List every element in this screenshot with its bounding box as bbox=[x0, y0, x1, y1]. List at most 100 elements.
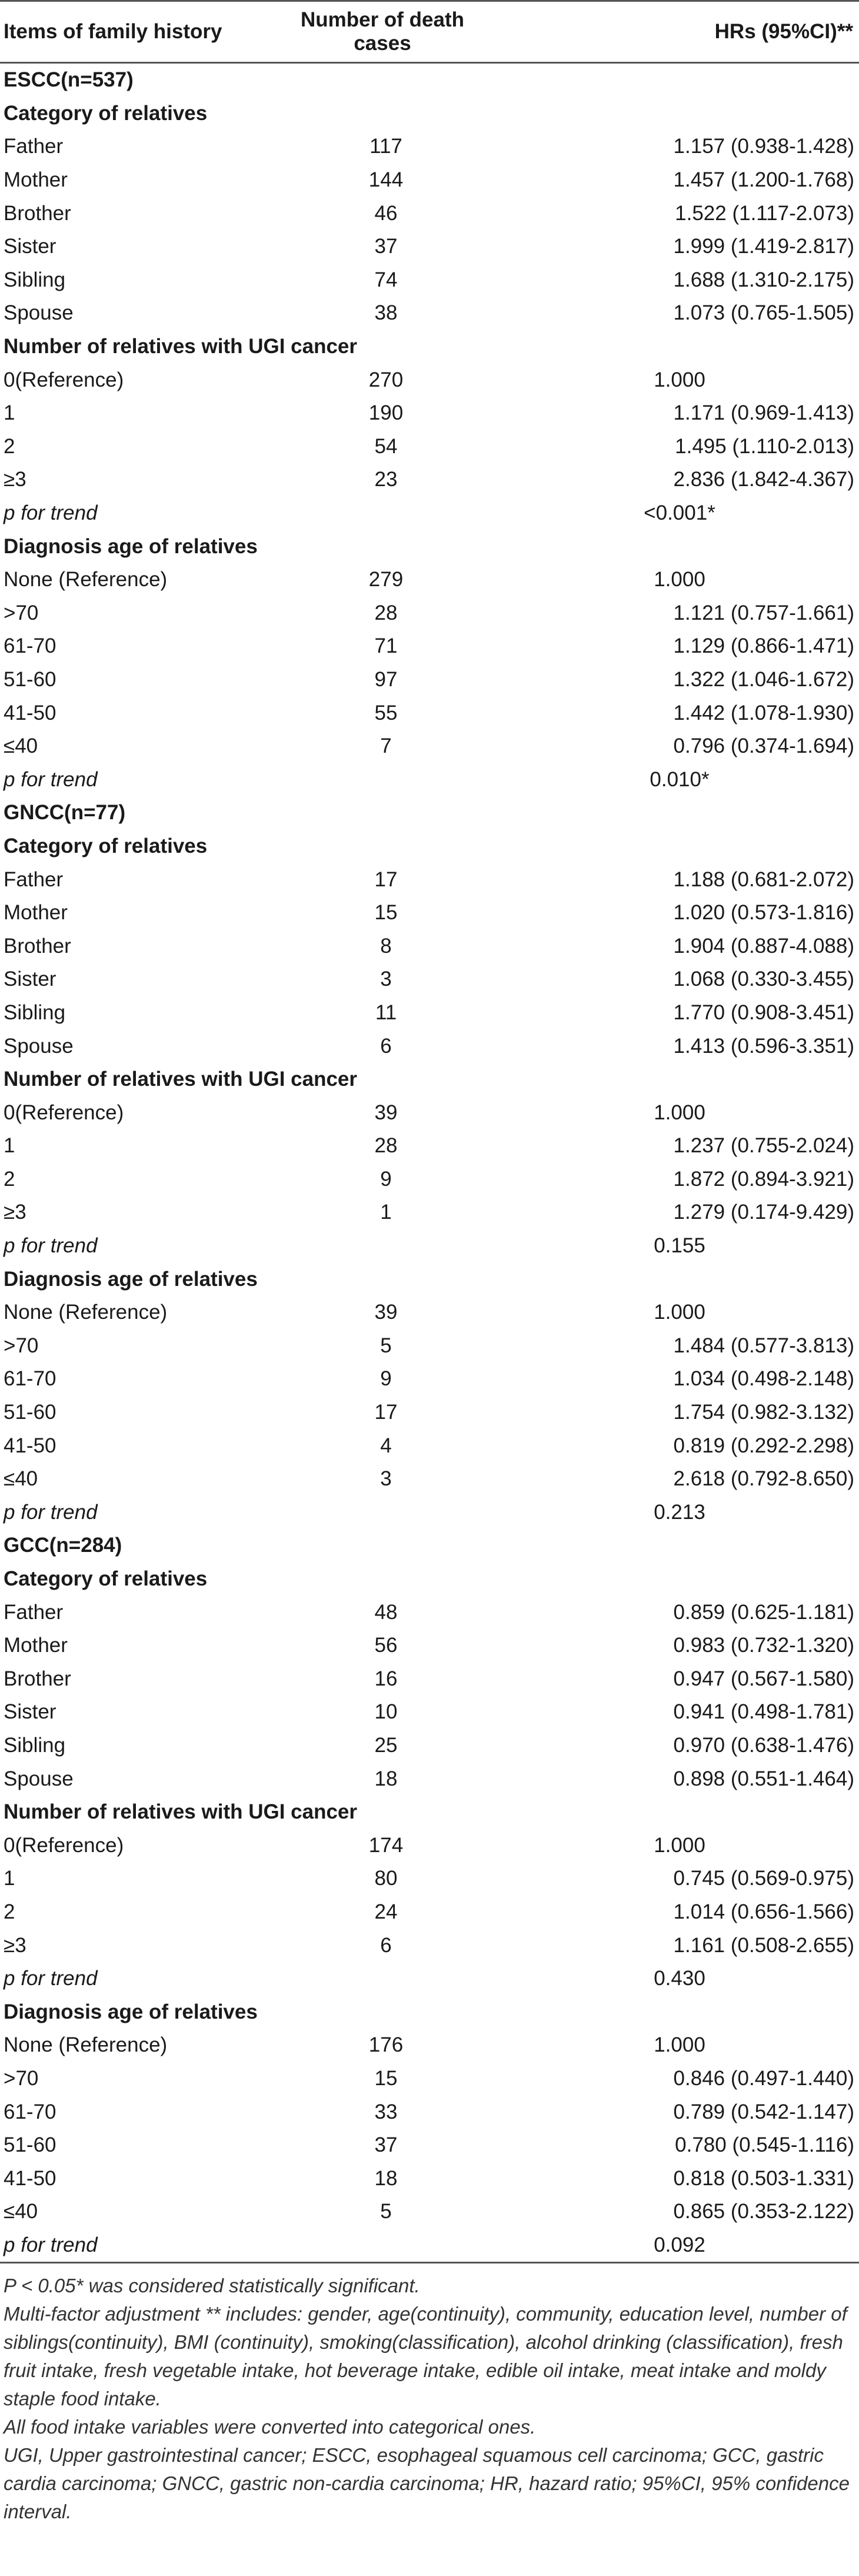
group-title: Number of relatives with UGI cancer bbox=[4, 335, 358, 358]
footnotes: P < 0.05* was considered statistically s… bbox=[0, 2263, 859, 2526]
hazard-ratio: 0.780 (0.545-1.116) bbox=[675, 2133, 854, 2157]
death-case-count: 10 bbox=[374, 1700, 398, 1724]
table-row: Father 117 1.157 (0.938-1.428) bbox=[0, 130, 859, 164]
hazard-ratio: 1.000 bbox=[654, 568, 705, 591]
table-row: p for trend 0.010* bbox=[0, 763, 859, 796]
hazard-ratio: 0.947 (0.567-1.580) bbox=[673, 1667, 854, 1690]
row-label: p for trend bbox=[4, 1967, 98, 1990]
table-row: Sister 37 1.999 (1.419-2.817) bbox=[0, 230, 859, 264]
death-case-count: 1 bbox=[380, 1201, 392, 1224]
group-title: Number of relatives with UGI cancer bbox=[4, 1800, 358, 1824]
death-case-count: 279 bbox=[368, 568, 404, 591]
hazard-ratio: 1.161 (0.508-2.655) bbox=[673, 1933, 854, 1957]
table-row: 51-60 17 1.754 (0.982-3.132) bbox=[0, 1396, 859, 1430]
row-label: p for trend bbox=[0, 2228, 271, 2264]
row-label: 41-50 bbox=[4, 701, 56, 724]
row-label: Sister bbox=[4, 235, 56, 258]
hazard-ratio: 1.904 (0.887-4.088) bbox=[673, 934, 854, 958]
row-label: Father bbox=[4, 867, 64, 891]
hazard-ratio: 1.442 (1.078-1.930) bbox=[673, 701, 854, 724]
hazard-ratio: 1.000 bbox=[654, 1101, 705, 1124]
death-case-count: 33 bbox=[374, 2100, 398, 2123]
table-row: 0(Reference) 270 1.000 bbox=[0, 363, 859, 397]
row-label: 61-70 bbox=[4, 1367, 56, 1391]
group-row: Category of relatives bbox=[0, 830, 859, 863]
hazard-ratio: 1.279 (0.174-9.429) bbox=[673, 1201, 854, 1224]
hazard-ratio: 1.413 (0.596-3.351) bbox=[673, 1034, 854, 1058]
row-label: 0(Reference) bbox=[4, 368, 124, 391]
table-row: Brother 8 1.904 (0.887-4.088) bbox=[0, 929, 859, 963]
row-label: 2 bbox=[4, 1167, 15, 1191]
group-row: Diagnosis age of relatives bbox=[0, 1995, 859, 2029]
table-row: p for trend <0.001* bbox=[0, 497, 859, 530]
footnote: Multi-factor adjustment ** includes: gen… bbox=[4, 2303, 847, 2410]
row-label: Brother bbox=[4, 1667, 71, 1690]
group-row: Number of relatives with UGI cancer bbox=[0, 1796, 859, 1829]
death-case-count: 15 bbox=[374, 2066, 398, 2090]
row-label: p for trend bbox=[4, 767, 98, 791]
hazard-ratio: 0.745 (0.569-0.975) bbox=[673, 1867, 854, 1890]
hazard-ratio: 1.522 (1.117-2.073) bbox=[675, 201, 854, 225]
table-row: Sister 3 1.068 (0.330-3.455) bbox=[0, 963, 859, 996]
row-label: 61-70 bbox=[4, 2100, 56, 2123]
death-case-count: 54 bbox=[374, 434, 398, 458]
row-label: 41-50 bbox=[4, 1434, 56, 1457]
row-label: Sibling bbox=[4, 268, 66, 291]
table-row: 0(Reference) 39 1.000 bbox=[0, 1096, 859, 1129]
group-title: Category of relatives bbox=[4, 834, 208, 857]
hazard-ratio: 1.068 (0.330-3.455) bbox=[673, 968, 854, 991]
death-case-count: 9 bbox=[380, 1367, 392, 1391]
death-case-count: 38 bbox=[374, 301, 398, 325]
table-row: 1 190 1.171 (0.969-1.413) bbox=[0, 397, 859, 430]
death-case-count: 3 bbox=[380, 1467, 392, 1491]
death-case-count: 16 bbox=[374, 1667, 398, 1690]
death-case-count: 37 bbox=[374, 235, 398, 258]
death-case-count bbox=[271, 1496, 494, 1530]
death-case-count: 6 bbox=[380, 1933, 392, 1957]
hazard-ratio: 1.171 (0.969-1.413) bbox=[673, 401, 854, 425]
hazard-ratio: 1.188 (0.681-2.072) bbox=[673, 867, 854, 891]
table-row: 0(Reference) 174 1.000 bbox=[0, 1829, 859, 1862]
table-row: None (Reference) 39 1.000 bbox=[0, 1296, 859, 1329]
row-label: Sibling bbox=[4, 1733, 66, 1757]
table-row: 41-50 4 0.819 (0.292-2.298) bbox=[0, 1429, 859, 1462]
death-case-count: 56 bbox=[374, 1634, 398, 1657]
death-case-count: 144 bbox=[368, 168, 404, 192]
group-title: Diagnosis age of relatives bbox=[4, 2000, 258, 2023]
section-title: GCC(n=284) bbox=[4, 1534, 122, 1557]
row-label: 51-60 bbox=[4, 667, 56, 691]
hazard-ratio: 0.819 (0.292-2.298) bbox=[673, 1434, 854, 1457]
table-row: ≤40 5 0.865 (0.353-2.122) bbox=[0, 2195, 859, 2229]
hazard-ratio: 0.430 bbox=[654, 1967, 705, 1990]
section-title: ESCC(n=537) bbox=[4, 68, 134, 92]
row-label: 2 bbox=[4, 1900, 15, 1923]
death-case-count: 74 bbox=[374, 268, 398, 291]
row-label: >70 bbox=[4, 2066, 39, 2090]
row-label: ≤40 bbox=[4, 1467, 38, 1491]
row-label: >70 bbox=[4, 1334, 39, 1357]
table-row: p for trend 0.092 bbox=[0, 2228, 859, 2264]
hazard-ratio: 0.213 bbox=[654, 1500, 705, 1524]
row-label: ≥3 bbox=[4, 1201, 26, 1224]
hazard-ratio: 1.237 (0.755-2.024) bbox=[673, 1134, 854, 1158]
table-row: 2 24 1.014 (0.656-1.566) bbox=[0, 1896, 859, 1929]
hazard-ratio: 0.898 (0.551-1.464) bbox=[673, 1767, 854, 1790]
death-case-count: 55 bbox=[374, 701, 398, 724]
section-row: ESCC(n=537) bbox=[0, 63, 859, 97]
row-label: 51-60 bbox=[4, 2133, 56, 2157]
death-case-count: 5 bbox=[380, 1334, 392, 1357]
death-case-count: 18 bbox=[374, 2166, 398, 2190]
row-label: 0(Reference) bbox=[4, 1833, 124, 1857]
row-label: 1 bbox=[4, 401, 15, 425]
row-label: p for trend bbox=[4, 1500, 98, 1524]
death-case-count: 24 bbox=[374, 1900, 398, 1923]
header-hr: HRs (95%CI)** bbox=[494, 0, 859, 64]
group-title: Number of relatives with UGI cancer bbox=[4, 1068, 358, 1091]
hazard-ratio: 1.688 (1.310-2.175) bbox=[673, 268, 854, 291]
table-row: Mother 56 0.983 (0.732-1.320) bbox=[0, 1629, 859, 1663]
row-label: Brother bbox=[4, 934, 71, 958]
table-row: None (Reference) 176 1.000 bbox=[0, 2029, 859, 2062]
row-label: Spouse bbox=[4, 1034, 74, 1058]
hazard-ratio: 1.073 (0.765-1.505) bbox=[673, 301, 854, 325]
section-row: GCC(n=284) bbox=[0, 1529, 859, 1563]
